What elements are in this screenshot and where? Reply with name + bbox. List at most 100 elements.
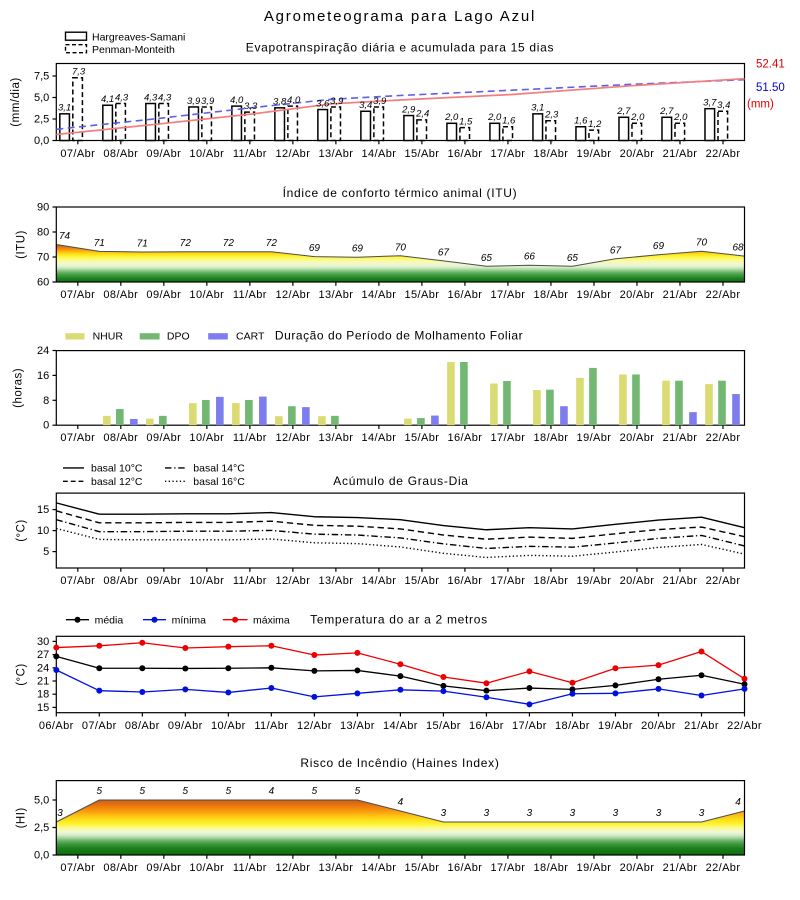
- svg-text:15/Abr: 15/Abr: [405, 575, 440, 587]
- svg-text:22/Abr: 22/Abr: [706, 289, 741, 301]
- svg-text:14/Abr: 14/Abr: [361, 862, 396, 874]
- svg-text:21/Abr: 21/Abr: [663, 432, 698, 444]
- svg-text:3,9: 3,9: [373, 96, 387, 107]
- svg-text:20/Abr: 20/Abr: [620, 432, 655, 444]
- svg-text:09/Abr: 09/Abr: [146, 148, 181, 160]
- svg-text:72: 72: [180, 238, 192, 249]
- svg-text:09/Abr: 09/Abr: [146, 575, 181, 587]
- svg-text:1,2: 1,2: [588, 119, 602, 130]
- svg-text:3: 3: [441, 808, 447, 819]
- svg-text:21: 21: [37, 676, 49, 688]
- svg-text:71: 71: [94, 238, 105, 249]
- svg-text:3,6: 3,6: [316, 98, 330, 109]
- svg-text:18/Abr: 18/Abr: [534, 148, 569, 160]
- svg-text:19/Abr: 19/Abr: [577, 289, 612, 301]
- svg-text:22/Abr: 22/Abr: [706, 862, 741, 874]
- svg-text:4: 4: [269, 786, 275, 797]
- svg-text:3: 3: [613, 808, 619, 819]
- svg-text:15: 15: [37, 702, 49, 714]
- svg-text:68: 68: [732, 243, 744, 254]
- svg-text:66: 66: [524, 252, 536, 263]
- svg-text:13/Abr: 13/Abr: [318, 575, 353, 587]
- svg-text:67: 67: [438, 247, 450, 258]
- svg-text:4,1: 4,1: [101, 94, 114, 105]
- svg-text:07/Abr: 07/Abr: [60, 432, 95, 444]
- svg-text:Temperatura do ar a 2 metros: Temperatura do ar a 2 metros: [310, 613, 488, 627]
- svg-text:07/Abr: 07/Abr: [60, 575, 95, 587]
- svg-text:07/Abr: 07/Abr: [60, 862, 95, 874]
- svg-text:21/Abr: 21/Abr: [663, 862, 698, 874]
- svg-text:72: 72: [223, 238, 235, 249]
- svg-text:10/Abr: 10/Abr: [189, 862, 224, 874]
- svg-text:2,0: 2,0: [673, 112, 688, 123]
- svg-text:15: 15: [37, 504, 49, 516]
- svg-text:21/Abr: 21/Abr: [663, 575, 698, 587]
- svg-text:3,9: 3,9: [187, 96, 201, 107]
- svg-text:10: 10: [37, 525, 49, 537]
- svg-text:13/Abr: 13/Abr: [318, 432, 353, 444]
- svg-text:22/Abr: 22/Abr: [727, 720, 762, 732]
- svg-text:18/Abr: 18/Abr: [534, 289, 569, 301]
- svg-text:4,3: 4,3: [158, 92, 172, 103]
- svg-text:4,3: 4,3: [144, 92, 158, 103]
- svg-text:basal 16°C: basal 16°C: [193, 476, 245, 488]
- svg-text:Evapotranspiração diária e acu: Evapotranspiração diária e acumulada par…: [246, 41, 554, 55]
- svg-text:08/Abr: 08/Abr: [125, 720, 160, 732]
- svg-text:19/Abr: 19/Abr: [598, 720, 633, 732]
- svg-text:12/Abr: 12/Abr: [275, 148, 310, 160]
- svg-text:08/Abr: 08/Abr: [103, 575, 138, 587]
- svg-text:09/Abr: 09/Abr: [146, 289, 181, 301]
- svg-text:5: 5: [355, 786, 361, 797]
- svg-text:20/Abr: 20/Abr: [620, 148, 655, 160]
- svg-text:15/Abr: 15/Abr: [405, 289, 440, 301]
- svg-text:5: 5: [226, 786, 232, 797]
- svg-text:67: 67: [610, 245, 622, 256]
- svg-text:17/Abr: 17/Abr: [512, 720, 547, 732]
- svg-text:21/Abr: 21/Abr: [684, 720, 719, 732]
- svg-text:11/Abr: 11/Abr: [233, 289, 267, 301]
- svg-text:13/Abr: 13/Abr: [318, 289, 353, 301]
- svg-text:5,0: 5,0: [34, 92, 49, 104]
- svg-text:5: 5: [312, 786, 318, 797]
- svg-text:21/Abr: 21/Abr: [663, 148, 698, 160]
- svg-text:1,6: 1,6: [574, 116, 588, 127]
- svg-text:09/Abr: 09/Abr: [146, 432, 181, 444]
- svg-text:14/Abr: 14/Abr: [361, 575, 396, 587]
- svg-text:0,0: 0,0: [34, 135, 49, 147]
- svg-text:10/Abr: 10/Abr: [189, 575, 224, 587]
- svg-text:19/Abr: 19/Abr: [577, 862, 612, 874]
- svg-text:11/Abr: 11/Abr: [233, 432, 267, 444]
- svg-text:09/Abr: 09/Abr: [168, 720, 203, 732]
- svg-text:basal 10°C: basal 10°C: [91, 463, 143, 475]
- svg-text:11/Abr: 11/Abr: [233, 575, 267, 587]
- svg-text:17/Abr: 17/Abr: [491, 432, 526, 444]
- svg-text:18/Abr: 18/Abr: [534, 432, 569, 444]
- svg-text:(HI): (HI): [16, 807, 28, 828]
- svg-text:4,0: 4,0: [287, 95, 301, 106]
- svg-text:65: 65: [567, 253, 579, 264]
- svg-text:07/Abr: 07/Abr: [60, 289, 95, 301]
- svg-text:16/Abr: 16/Abr: [448, 862, 483, 874]
- svg-text:8: 8: [43, 395, 49, 407]
- svg-text:2,4: 2,4: [415, 109, 429, 120]
- svg-text:basal 12°C: basal 12°C: [91, 476, 143, 488]
- svg-text:Duração do Período de Molhamen: Duração do Período de Molhamento Foliar: [275, 329, 523, 343]
- svg-text:13/Abr: 13/Abr: [318, 148, 353, 160]
- svg-text:2,0: 2,0: [444, 112, 459, 123]
- svg-text:1,6: 1,6: [502, 116, 516, 127]
- svg-text:3,4: 3,4: [717, 100, 730, 111]
- svg-text:5: 5: [140, 786, 146, 797]
- svg-text:16/Abr: 16/Abr: [448, 289, 483, 301]
- svg-text:18/Abr: 18/Abr: [534, 862, 569, 874]
- svg-text:NHUR: NHUR: [93, 331, 124, 343]
- svg-text:2,3: 2,3: [544, 110, 559, 121]
- svg-text:70: 70: [395, 242, 407, 253]
- svg-text:3: 3: [527, 808, 533, 819]
- svg-text:Risco de Incêndio (Haines Inde: Risco de Incêndio (Haines Index): [300, 756, 499, 770]
- svg-text:1,5: 1,5: [459, 116, 473, 127]
- svg-text:19/Abr: 19/Abr: [577, 148, 612, 160]
- svg-text:69: 69: [309, 243, 321, 254]
- svg-text:3,1: 3,1: [58, 103, 71, 114]
- svg-text:16: 16: [37, 370, 49, 382]
- svg-text:Penman-Monteith: Penman-Monteith: [92, 44, 175, 56]
